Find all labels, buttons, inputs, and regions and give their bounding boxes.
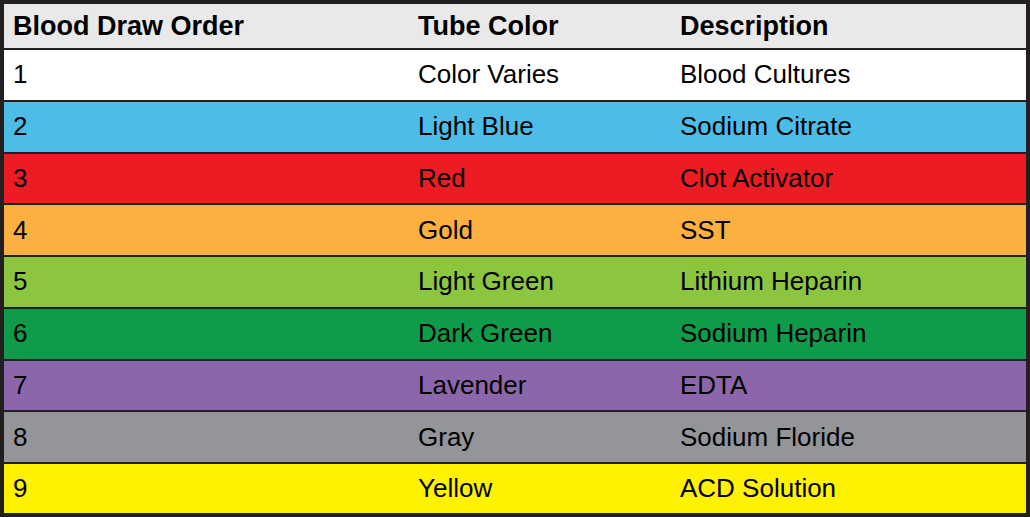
column-header-description: Description bbox=[671, 2, 1028, 49]
table-row: 2 Light Blue Sodium Citrate bbox=[2, 101, 1028, 153]
cell-tube-color: Gray bbox=[409, 411, 671, 463]
cell-description: Clot Activator bbox=[671, 153, 1028, 205]
cell-tube-color: Color Varies bbox=[409, 49, 671, 101]
cell-blood-draw-order: 7 bbox=[2, 360, 409, 412]
cell-description: Lithium Heparin bbox=[671, 256, 1028, 308]
table-row: 1 Color Varies Blood Cultures bbox=[2, 49, 1028, 101]
cell-tube-color: Dark Green bbox=[409, 308, 671, 360]
column-header-tube-color: Tube Color bbox=[409, 2, 671, 49]
cell-description: ACD Solution bbox=[671, 463, 1028, 515]
cell-description: Blood Cultures bbox=[671, 49, 1028, 101]
cell-tube-color: Light Green bbox=[409, 256, 671, 308]
header-row: Blood Draw Order Tube Color Description bbox=[2, 2, 1028, 49]
cell-tube-color: Light Blue bbox=[409, 101, 671, 153]
cell-description: Sodium Floride bbox=[671, 411, 1028, 463]
cell-blood-draw-order: 5 bbox=[2, 256, 409, 308]
cell-blood-draw-order: 6 bbox=[2, 308, 409, 360]
cell-tube-color: Lavender bbox=[409, 360, 671, 412]
table-row: 6 Dark Green Sodium Heparin bbox=[2, 308, 1028, 360]
table-row: 4 Gold SST bbox=[2, 204, 1028, 256]
cell-description: Sodium Heparin bbox=[671, 308, 1028, 360]
cell-blood-draw-order: 2 bbox=[2, 101, 409, 153]
cell-description: Sodium Citrate bbox=[671, 101, 1028, 153]
table-row: 5 Light Green Lithium Heparin bbox=[2, 256, 1028, 308]
cell-tube-color: Yellow bbox=[409, 463, 671, 515]
cell-tube-color: Gold bbox=[409, 204, 671, 256]
table-row: 8 Gray Sodium Floride bbox=[2, 411, 1028, 463]
table-row: 3 Red Clot Activator bbox=[2, 153, 1028, 205]
blood-draw-order-table: Blood Draw Order Tube Color Description … bbox=[0, 0, 1030, 517]
cell-tube-color: Red bbox=[409, 153, 671, 205]
cell-blood-draw-order: 1 bbox=[2, 49, 409, 101]
cell-blood-draw-order: 4 bbox=[2, 204, 409, 256]
table-row: 9 Yellow ACD Solution bbox=[2, 463, 1028, 515]
cell-description: SST bbox=[671, 204, 1028, 256]
cell-description: EDTA bbox=[671, 360, 1028, 412]
blood-draw-order-chart: Blood Draw Order Tube Color Description … bbox=[0, 0, 1030, 517]
cell-blood-draw-order: 9 bbox=[2, 463, 409, 515]
cell-blood-draw-order: 8 bbox=[2, 411, 409, 463]
column-header-blood-draw-order: Blood Draw Order bbox=[2, 2, 409, 49]
table-row: 7 Lavender EDTA bbox=[2, 360, 1028, 412]
cell-blood-draw-order: 3 bbox=[2, 153, 409, 205]
